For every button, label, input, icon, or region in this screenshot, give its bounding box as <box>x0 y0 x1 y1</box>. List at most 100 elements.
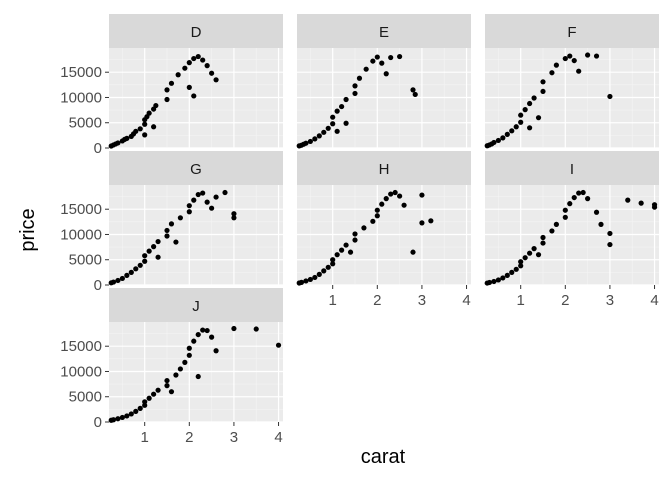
data-point <box>110 417 117 423</box>
facet-strip <box>109 14 283 48</box>
data-point <box>325 264 331 270</box>
facet-panel-J: J <box>108 288 283 423</box>
y-tick-label: 0 <box>94 140 102 157</box>
data-point <box>168 80 175 86</box>
data-point <box>222 189 228 196</box>
data-point <box>155 238 161 245</box>
data-point <box>513 124 519 130</box>
x-tick-label: 1 <box>517 292 525 309</box>
data-point <box>204 199 210 205</box>
data-point <box>182 65 188 71</box>
data-point <box>133 408 139 414</box>
data-point <box>410 249 416 255</box>
facet-strip <box>485 151 659 185</box>
x-tick-label: 4 <box>462 292 470 309</box>
facet-panel-I: I <box>484 151 659 286</box>
data-point <box>535 115 542 121</box>
data-point <box>607 93 613 100</box>
data-point <box>343 96 349 103</box>
y-tick-label: 10000 <box>60 226 102 243</box>
data-point <box>164 383 170 389</box>
data-point <box>553 62 559 68</box>
data-point <box>275 342 282 348</box>
data-point <box>356 75 363 81</box>
data-point <box>124 413 130 419</box>
data-point <box>562 207 568 213</box>
data-point <box>531 246 537 252</box>
data-point <box>553 221 559 227</box>
data-point <box>186 84 192 90</box>
data-point <box>133 128 139 134</box>
facet-strip-label: G <box>190 161 202 178</box>
data-point <box>173 239 179 245</box>
data-point <box>186 203 192 209</box>
facet-strip-label: D <box>191 24 202 41</box>
data-point <box>339 103 345 110</box>
data-point <box>540 240 546 246</box>
data-point <box>549 70 555 76</box>
data-point <box>164 233 170 239</box>
data-point <box>312 274 318 281</box>
data-point <box>298 279 305 285</box>
data-point <box>549 228 555 234</box>
data-point <box>567 201 573 207</box>
data-point <box>142 253 148 259</box>
x-tick-label: 2 <box>185 429 193 446</box>
data-point <box>495 137 501 144</box>
data-point <box>195 191 201 198</box>
data-point <box>491 139 497 146</box>
data-point <box>231 325 237 332</box>
data-point <box>397 193 403 199</box>
data-point <box>625 197 631 203</box>
data-point <box>186 60 192 66</box>
data-point <box>330 114 336 120</box>
data-point <box>370 218 376 224</box>
data-point <box>142 121 148 127</box>
data-point <box>339 247 345 253</box>
facet-strip <box>109 151 283 185</box>
data-point <box>142 399 148 405</box>
data-point <box>392 189 398 196</box>
data-point <box>388 191 394 197</box>
data-point <box>209 205 215 211</box>
data-point <box>164 87 170 93</box>
data-point <box>164 96 170 103</box>
facet-strip-label: H <box>379 161 390 178</box>
axes: 0 5000 10000 15000 0 5000 10000 15000 1 2 3 4 1 2 3 4 0 5… <box>60 64 658 446</box>
data-point <box>137 262 143 268</box>
data-point <box>419 192 425 198</box>
data-point <box>527 100 533 107</box>
data-point <box>486 279 493 286</box>
data-point <box>151 391 157 397</box>
data-point <box>527 125 533 131</box>
data-point <box>186 352 192 358</box>
data-point <box>316 271 322 277</box>
data-point <box>379 201 385 207</box>
data-point <box>527 250 533 256</box>
facet-strip-label: E <box>379 24 389 41</box>
data-point <box>316 133 322 139</box>
data-point <box>593 209 600 215</box>
data-point <box>370 58 376 64</box>
data-point <box>321 129 327 135</box>
data-point <box>168 389 175 395</box>
data-point <box>195 331 201 338</box>
facet-panel-G: G <box>108 151 283 286</box>
data-point <box>361 225 367 231</box>
data-point <box>177 366 183 372</box>
data-point <box>580 189 586 196</box>
facet-panel-F: F <box>484 14 659 149</box>
data-point <box>334 252 340 258</box>
facet-strip-label: F <box>567 24 576 41</box>
data-point <box>352 237 358 243</box>
data-point <box>419 220 425 226</box>
data-point <box>567 53 573 59</box>
data-point <box>495 277 501 283</box>
facet-strip-label: J <box>192 298 200 315</box>
x-tick-label: 2 <box>373 292 381 309</box>
data-point <box>343 120 349 126</box>
facet-strip <box>109 288 283 322</box>
data-point <box>186 345 192 351</box>
data-point <box>115 277 121 284</box>
data-point <box>146 248 152 254</box>
